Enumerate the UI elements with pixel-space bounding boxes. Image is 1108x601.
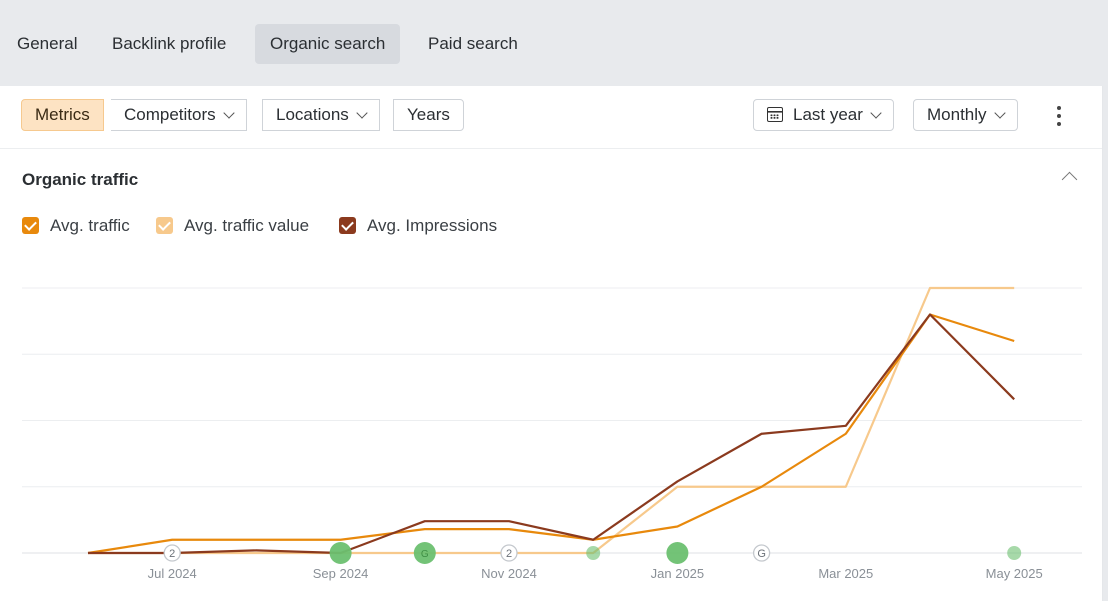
checkbox-checked-icon xyxy=(339,217,356,234)
calendar-icon xyxy=(767,107,783,122)
tab-general[interactable]: General xyxy=(17,34,78,53)
competitors-dropdown[interactable]: Competitors xyxy=(111,99,247,131)
date-range-label: Last year xyxy=(793,105,863,124)
legend-label: Avg. Impressions xyxy=(367,216,498,235)
legend-label: Avg. traffic value xyxy=(184,216,310,235)
granularity-dropdown[interactable]: Monthly xyxy=(913,99,1018,131)
years-button[interactable]: Years xyxy=(393,99,464,131)
annotation-dot xyxy=(329,542,352,564)
annotation-badge-label: 2 xyxy=(169,548,175,560)
x-tick-label: Jan 2025 xyxy=(651,566,705,581)
tab-bar: General Backlink profile Organic search … xyxy=(0,0,1108,86)
section-title: Organic traffic xyxy=(22,170,139,189)
annotation-badge xyxy=(163,544,181,562)
checkbox-checked-icon xyxy=(156,217,173,234)
annotation-dot-label: G xyxy=(421,549,429,560)
series-line xyxy=(88,313,1015,555)
toolbar: Metrics Competitors Locations Years Last… xyxy=(0,86,1102,149)
annotation-dot xyxy=(413,542,436,564)
series-line xyxy=(88,286,1015,555)
organic-traffic-panel: Metrics Competitors Locations Years Last… xyxy=(0,86,1103,601)
locations-dropdown[interactable]: Locations xyxy=(262,99,380,131)
x-tick-label: Nov 2024 xyxy=(481,566,537,581)
tab-organic-search[interactable]: Organic search xyxy=(255,24,401,64)
annotation-badge-label: G xyxy=(757,548,766,560)
granularity-label: Monthly xyxy=(927,105,987,124)
date-range-dropdown[interactable]: Last year xyxy=(753,99,894,131)
annotation-dot xyxy=(1007,546,1022,560)
competitors-label: Competitors xyxy=(124,105,216,124)
series-line xyxy=(87,313,1015,555)
x-tick-label: Jul 2024 xyxy=(148,566,197,581)
checkbox-checked-icon xyxy=(22,217,39,234)
x-tick-label: Sep 2024 xyxy=(313,566,369,581)
kebab-vertical-icon[interactable] xyxy=(1052,104,1066,128)
annotation-badge xyxy=(500,544,518,562)
organic-traffic-chart: Jul 2024 Sep 2024 Nov 2024 Jan 2025 Mar 2025… xyxy=(22,286,1082,581)
metrics-button[interactable]: Metrics xyxy=(21,99,104,131)
years-label: Years xyxy=(407,105,450,124)
annotation-badge-label: 2 xyxy=(506,548,512,560)
annotation-dot xyxy=(666,542,689,564)
tab-paid-search[interactable]: Paid search xyxy=(428,34,518,53)
annotation-badge xyxy=(752,544,771,562)
metrics-label: Metrics xyxy=(35,105,90,124)
legend-label: Avg. traffic xyxy=(50,216,130,235)
annotation-dot xyxy=(586,546,601,560)
x-tick-label: Mar 2025 xyxy=(818,566,873,581)
tab-backlink-profile[interactable]: Backlink profile xyxy=(112,34,227,53)
locations-label: Locations xyxy=(276,105,349,124)
x-tick-label: May 2025 xyxy=(986,566,1043,581)
